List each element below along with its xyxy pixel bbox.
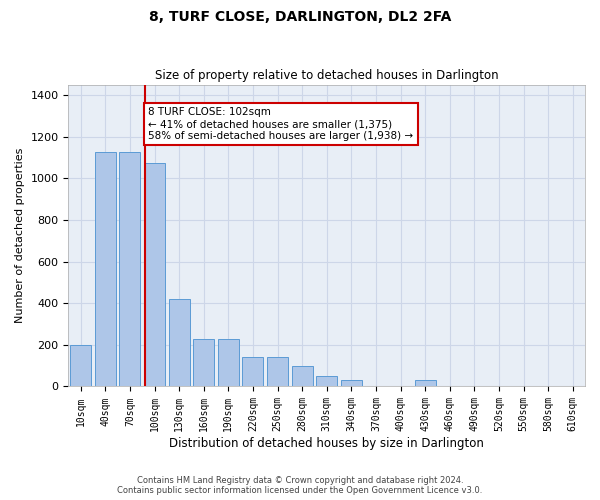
Bar (193, 338, 214, 386)
Bar (119, 152, 140, 386)
Text: Contains HM Land Registry data © Crown copyright and database right 2024.
Contai: Contains HM Land Registry data © Crown c… (118, 476, 482, 495)
Bar (267, 358, 288, 386)
Bar (242, 358, 263, 386)
Text: 8, TURF CLOSE, DARLINGTON, DL2 2FA: 8, TURF CLOSE, DARLINGTON, DL2 2FA (149, 10, 451, 24)
Text: 8 TURF CLOSE: 102sqm
← 41% of detached houses are smaller (1,375)
58% of semi-de: 8 TURF CLOSE: 102sqm ← 41% of detached h… (148, 108, 413, 140)
Bar (316, 376, 337, 386)
Bar (70, 345, 91, 387)
Bar (169, 299, 190, 386)
X-axis label: Distribution of detached houses by size in Darlington: Distribution of detached houses by size … (169, 437, 484, 450)
Bar (95, 152, 116, 386)
Bar (292, 366, 313, 386)
Bar (415, 380, 436, 386)
Title: Size of property relative to detached houses in Darlington: Size of property relative to detached ho… (155, 69, 499, 82)
Bar (341, 380, 362, 386)
Bar (218, 338, 239, 386)
Y-axis label: Number of detached properties: Number of detached properties (15, 148, 25, 323)
Bar (144, 162, 165, 386)
